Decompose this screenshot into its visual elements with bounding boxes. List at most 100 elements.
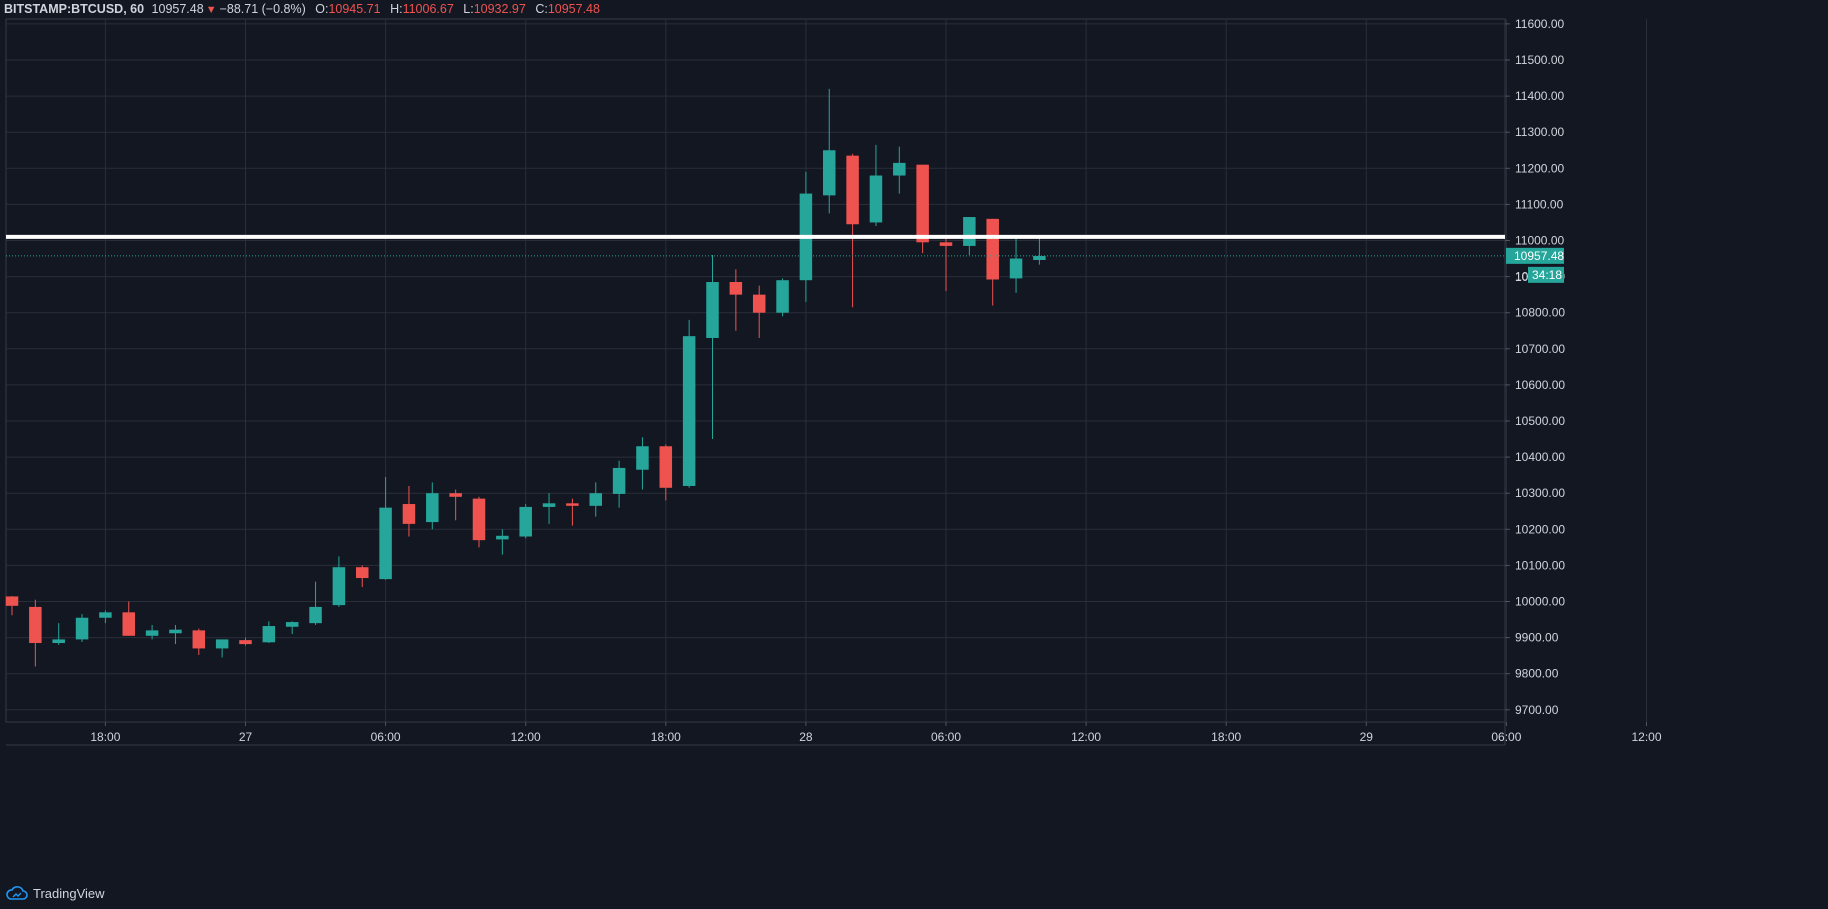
price-tick-label: 9800.00: [1515, 667, 1559, 681]
candle-body: [893, 162, 906, 176]
candle: [706, 254, 719, 440]
price-tick-label: 9900.00: [1515, 631, 1559, 645]
low-label: L:: [463, 2, 474, 16]
candle-body: [776, 280, 789, 313]
candle: [752, 285, 766, 338]
candle-body: [122, 612, 135, 636]
candle: [356, 565, 369, 588]
candle-body: [426, 493, 439, 523]
candle: [169, 624, 182, 645]
candle: [729, 269, 743, 331]
grid: [5, 18, 1647, 746]
high-label: H:: [390, 2, 403, 16]
price-change: −88.71 (−0.8%): [219, 2, 306, 16]
time-tick-label: 27: [239, 730, 253, 744]
candle-body: [986, 218, 999, 280]
candle-body: [1033, 256, 1046, 260]
time-tick-label: 18:00: [1211, 730, 1241, 744]
candle: [262, 621, 276, 644]
candle-body: [519, 506, 532, 537]
candle: [589, 482, 602, 517]
candle: [285, 621, 299, 634]
close-value: 10957.48: [547, 2, 600, 16]
candle: [566, 498, 579, 526]
candle-body: [542, 503, 556, 507]
last-price-tag: [1506, 247, 1564, 264]
candle: [916, 164, 929, 254]
horizontal-lines[interactable]: [6, 234, 1505, 257]
candle-body: [145, 630, 159, 636]
candle-body: [612, 467, 626, 494]
candle: [986, 218, 999, 306]
candle: [636, 437, 649, 490]
time-axis[interactable]: 18:00 27 06:00 12:00 18:00 28 06:00 12:00 18:00 2…: [90, 722, 1662, 744]
candle: [145, 624, 159, 640]
symbol-legend: BITSTAMP:BTCUSD, 60 10957.48 ▼ −88.71 (−0.…: [4, 1, 600, 17]
candle: [215, 639, 229, 658]
symbol-title[interactable]: BITSTAMP:BTCUSD, 60: [4, 2, 145, 16]
brand-label: TradingView: [33, 885, 105, 901]
candle-body: [379, 507, 392, 580]
price-tick-label: 11400.00: [1515, 89, 1564, 103]
price-tick-label: 10800.00: [1515, 306, 1565, 320]
low-value: 10932.97: [473, 2, 526, 16]
candle-body: [215, 639, 229, 649]
tradingview-logo[interactable]: TradingView: [6, 883, 105, 903]
candle: [332, 556, 346, 607]
candle: [846, 153, 859, 308]
price-tick-label: 11100.00: [1515, 197, 1564, 211]
time-tick-label: 06:00: [371, 730, 401, 744]
down-arrow-icon: ▼: [205, 4, 217, 16]
time-tick-label: 29: [1360, 730, 1374, 744]
time-tick-label: 06:00: [1491, 730, 1521, 744]
candle: [659, 444, 673, 501]
candle: [99, 610, 112, 624]
last-price-tag-text: 10957.48: [1514, 249, 1564, 263]
time-tick-label: 28: [799, 730, 813, 744]
candle: [612, 460, 626, 508]
price-tick-label: 10000.00: [1515, 595, 1565, 609]
price-axis[interactable]: 9700.00 9800.00 9900.00 10000.00 10100.00 102…: [1505, 17, 1565, 717]
price-tick-label: 11500.00: [1515, 53, 1564, 67]
candle-body: [869, 175, 883, 223]
candle-body: [309, 606, 322, 624]
time-tick-label: 12:00: [1631, 730, 1661, 744]
candle: [939, 238, 953, 292]
candle-body: [262, 626, 276, 643]
candle-body: [99, 612, 112, 618]
candle-body: [589, 493, 602, 506]
candle-body: [939, 242, 953, 246]
price-tick-label: 11000.00: [1515, 234, 1564, 248]
price-tick-label: 10300.00: [1515, 486, 1565, 500]
candle-body: [29, 606, 42, 644]
candle-body: [963, 217, 976, 246]
price-tick-label: 10100.00: [1515, 558, 1565, 572]
countdown-tag-text: 34:18: [1532, 268, 1562, 282]
last-price: 10957.48: [151, 2, 204, 16]
price-tick-label: 11300.00: [1515, 125, 1564, 139]
candle-body: [192, 630, 206, 649]
candle-body: [52, 639, 65, 644]
candle: [1033, 237, 1046, 265]
open-label: O:: [315, 2, 329, 16]
candle: [449, 489, 462, 521]
candle: [5, 596, 19, 616]
candle: [776, 278, 789, 317]
candle-body: [752, 294, 766, 313]
candle-body: [356, 567, 369, 579]
candle-body: [706, 282, 719, 338]
candle-body: [239, 640, 252, 645]
candle: [309, 581, 322, 625]
candle-body: [332, 567, 346, 606]
candle-body: [449, 493, 462, 497]
candle-body: [846, 155, 859, 225]
candle: [239, 637, 252, 646]
candle: [519, 504, 532, 539]
candle: [682, 319, 696, 488]
candle-body: [566, 503, 579, 506]
price-tick-label: 10500.00: [1515, 414, 1565, 428]
candlestick-chart[interactable]: 9700.00 9800.00 9900.00 10000.00 10100.00 102…: [0, 0, 1828, 878]
candle: [75, 614, 89, 642]
candle-body: [823, 150, 836, 196]
